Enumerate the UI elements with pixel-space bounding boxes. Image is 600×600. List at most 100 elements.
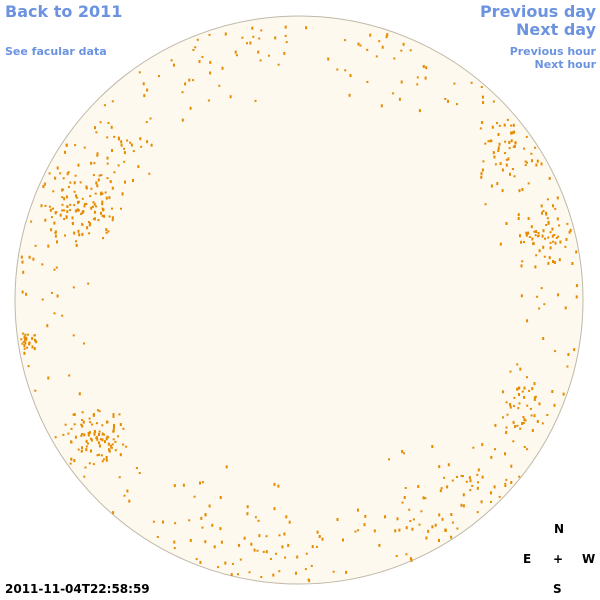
facula-dot [99, 444, 101, 448]
facula-dot [545, 224, 548, 226]
facula-dot [101, 438, 104, 442]
facula-dot [66, 172, 69, 176]
facula-dot [456, 527, 459, 530]
facula-dot [225, 465, 228, 469]
facula-dot [405, 553, 408, 556]
facula-dot [94, 192, 97, 195]
facula-dot [47, 376, 50, 380]
back-link[interactable]: Back to 2011 [5, 2, 123, 21]
facula-dot [31, 345, 34, 349]
facula-dot [364, 514, 367, 518]
sun-disk [14, 15, 584, 585]
facula-dot [327, 57, 330, 61]
facula-dot [558, 224, 561, 227]
facula-dot [524, 419, 527, 422]
compass-center: + [553, 552, 564, 566]
facula-dot [273, 507, 276, 511]
facula-dot [142, 82, 145, 86]
facula-dot [34, 244, 37, 247]
facula-dot [270, 557, 272, 560]
facula-dot [109, 180, 112, 184]
facula-dot [44, 218, 47, 222]
facula-dot [499, 242, 502, 246]
facula-dot [416, 83, 419, 86]
facula-dot [547, 261, 550, 265]
facular-link[interactable]: See facular data [5, 45, 107, 58]
facula-dot [204, 540, 207, 544]
facula-dot [479, 127, 482, 130]
facula-dot [512, 440, 515, 443]
facula-dot [67, 186, 70, 188]
facula-dot [321, 537, 324, 541]
facula-dot [472, 446, 475, 449]
facula-dot [122, 427, 125, 430]
facula-dot [523, 147, 526, 150]
facula-dot [146, 88, 149, 92]
facula-dot [21, 260, 24, 264]
facula-dot [62, 177, 65, 180]
facula-dot [230, 573, 233, 577]
facula-dot [504, 152, 506, 155]
facula-dot [95, 181, 98, 185]
facula-dot [189, 106, 192, 110]
facula-dot [490, 139, 493, 142]
facula-dot [99, 121, 102, 124]
facula-dot [93, 430, 96, 433]
facula-dot [462, 493, 465, 497]
facula-dot [283, 532, 286, 536]
facula-dot [137, 165, 140, 169]
facula-dot [461, 475, 464, 478]
facula-dot [527, 217, 530, 220]
facula-dot [543, 255, 546, 258]
facula-dot [520, 294, 523, 298]
facula-dot [68, 374, 71, 377]
facula-dot [531, 387, 534, 391]
facula-dot [304, 568, 307, 571]
facula-dot [510, 124, 513, 127]
facula-dot [401, 449, 404, 453]
facula-dot [434, 523, 437, 527]
facula-dot [305, 552, 308, 555]
facula-dot [260, 576, 263, 578]
facula-dot [199, 481, 201, 485]
facula-dot [527, 231, 530, 235]
facula-dot [504, 482, 507, 485]
facula-dot [52, 190, 55, 193]
previous-day-link[interactable]: Previous day [479, 2, 596, 21]
facula-dot [476, 473, 479, 476]
facula-dot [138, 71, 141, 74]
facula-dot [56, 240, 58, 244]
facula-dot [498, 124, 501, 127]
next-day-link[interactable]: Next day [516, 20, 596, 39]
facula-dot [460, 503, 463, 507]
facula-dot [537, 234, 540, 237]
facula-dot [74, 435, 77, 439]
facula-dot [533, 414, 536, 418]
facula-dot [85, 185, 88, 189]
facula-dot [557, 235, 560, 238]
facula-dot [94, 217, 96, 221]
facula-dot [545, 212, 548, 216]
previous-hour-link[interactable]: Previous hour [509, 45, 596, 58]
facula-dot [252, 35, 255, 38]
facula-dot [126, 139, 129, 142]
facula-dot [102, 208, 105, 211]
facula-dot [200, 516, 203, 520]
facula-dot [243, 536, 246, 540]
facula-dot [106, 177, 109, 180]
next-hour-link[interactable]: Next hour [534, 58, 597, 71]
facula-dot [554, 207, 557, 210]
facula-dot [66, 210, 69, 214]
facula-dot [494, 448, 496, 451]
facula-dot [246, 505, 249, 509]
facula-dot [110, 125, 113, 129]
facula-dot [278, 534, 281, 537]
facula-dot [91, 423, 94, 426]
facula-dot [530, 225, 533, 229]
facula-dot [447, 463, 450, 467]
facula-dot [22, 340, 25, 343]
facula-dot [308, 579, 311, 583]
facula-dot [281, 545, 284, 549]
facula-dot [505, 426, 508, 429]
facula-dot [477, 468, 480, 472]
